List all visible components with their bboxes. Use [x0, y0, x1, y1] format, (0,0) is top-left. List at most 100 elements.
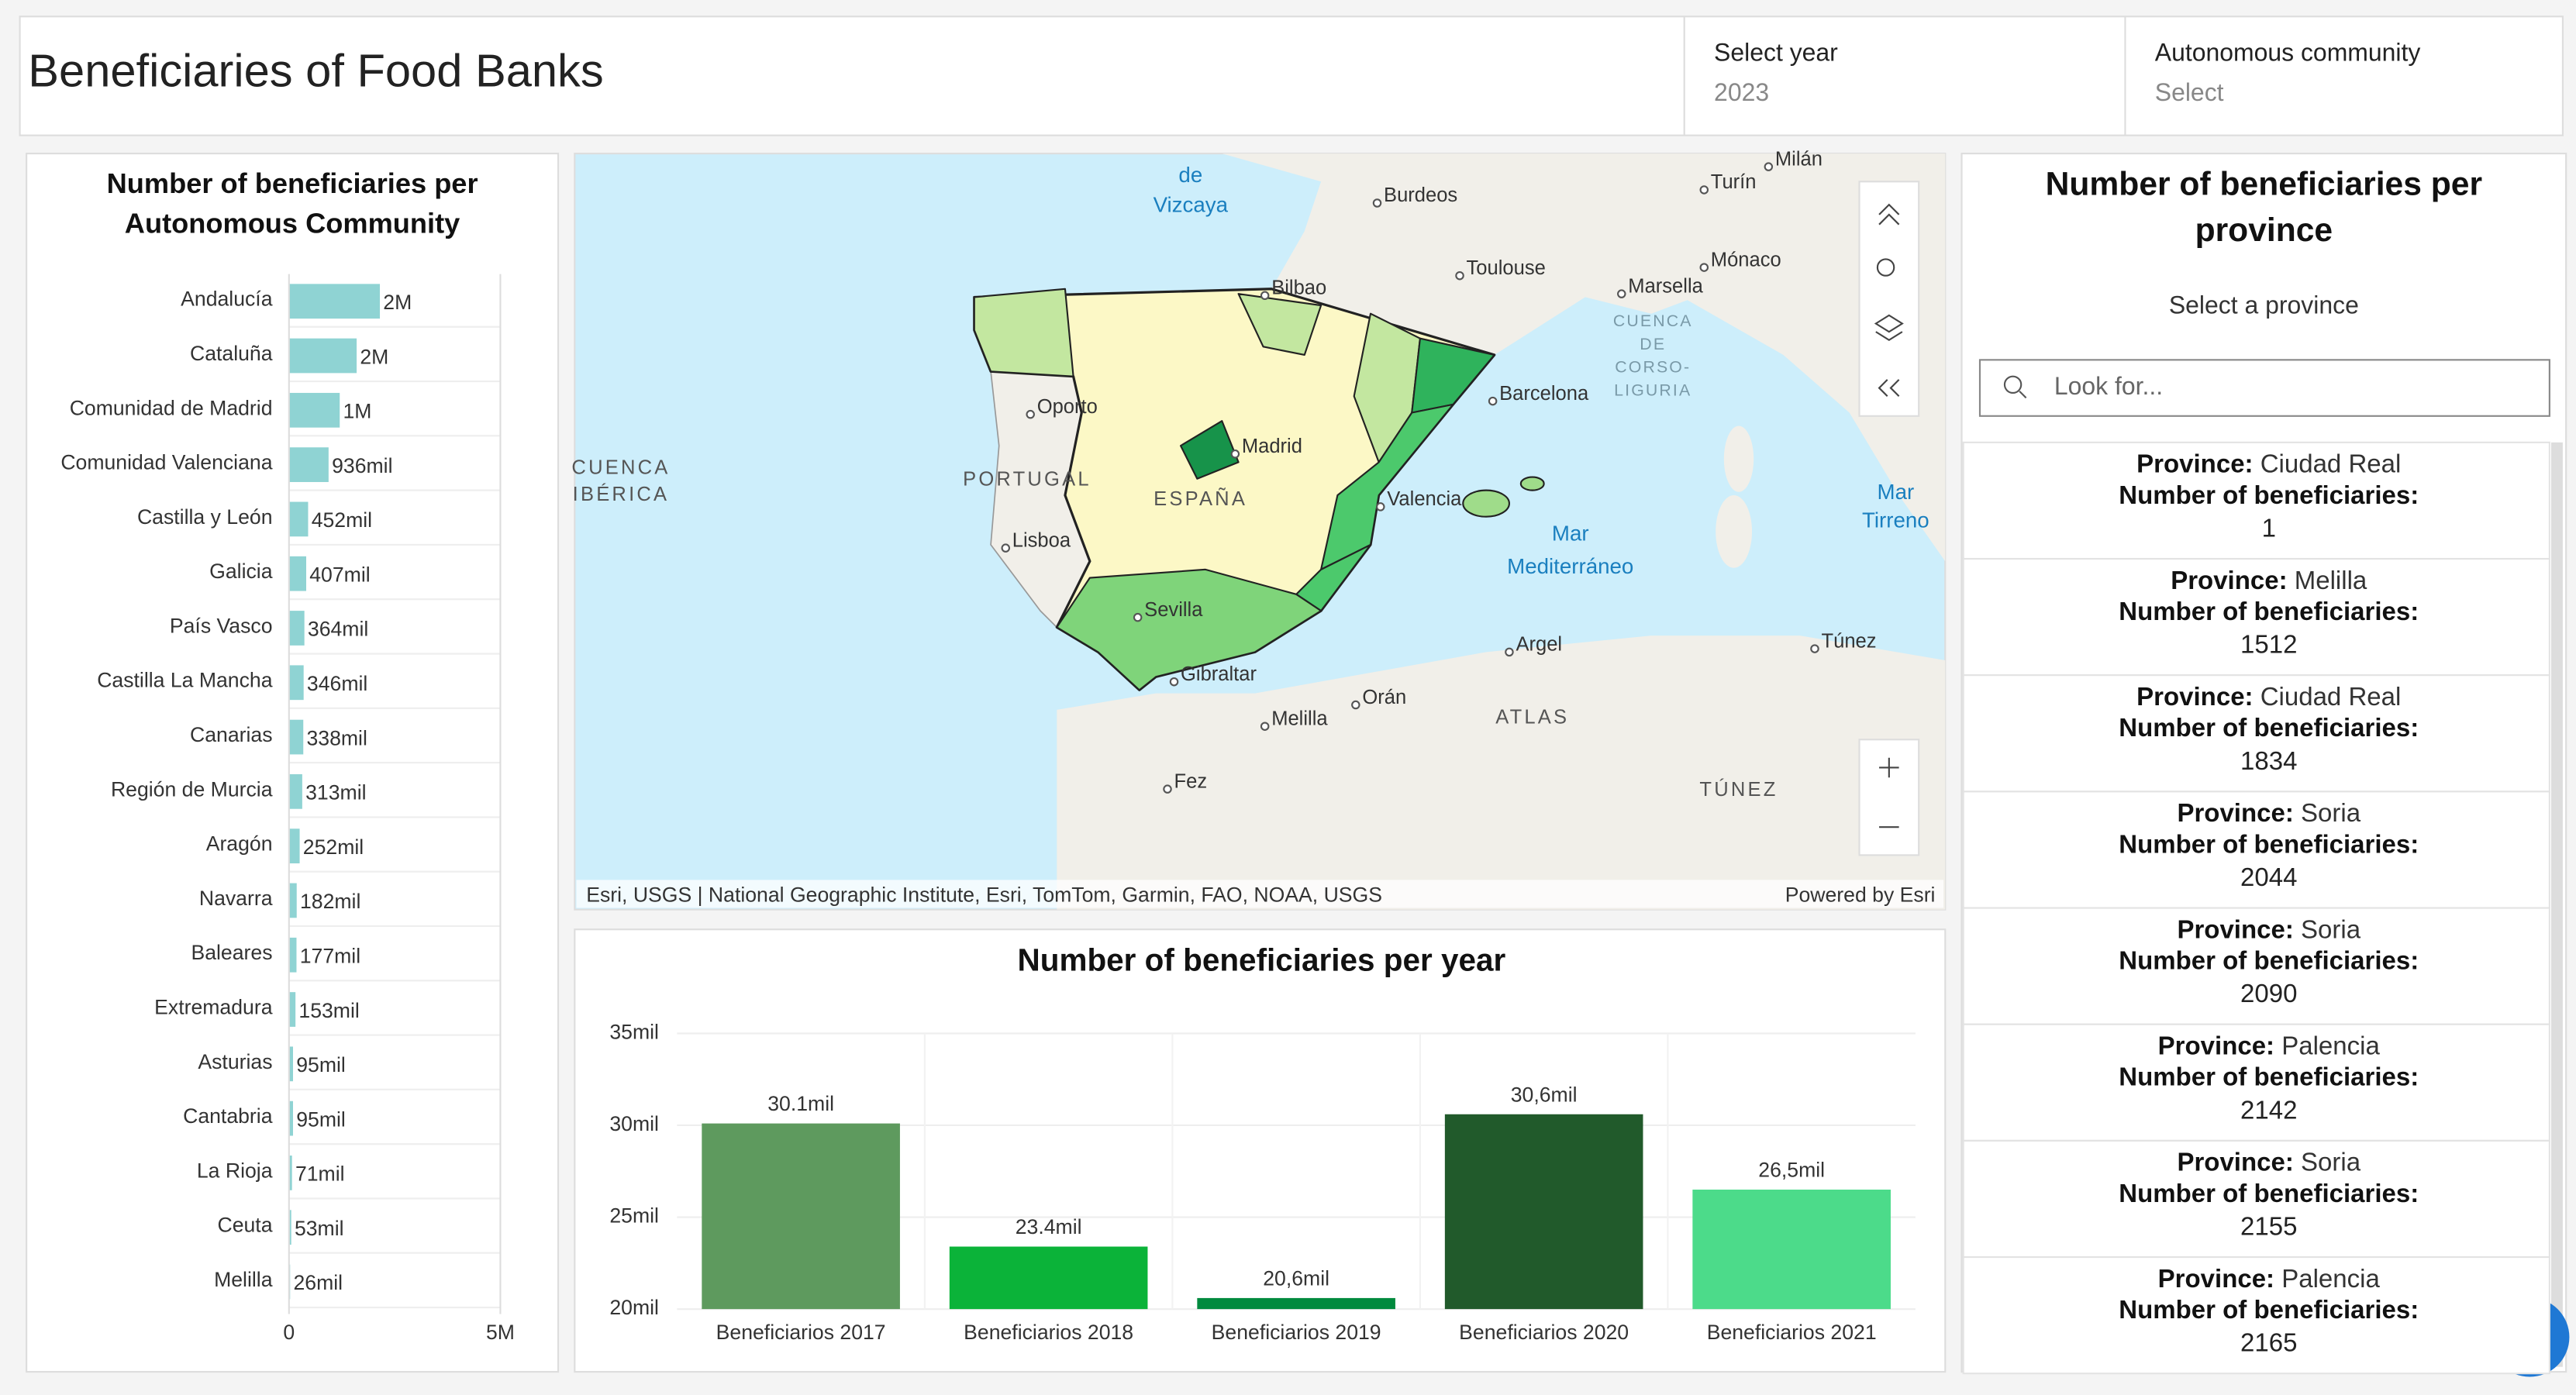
beneficiaries: 1 — [2262, 513, 2276, 542]
bar — [288, 773, 302, 809]
value-label: 30,6mil — [1511, 1083, 1578, 1106]
y-tick-label: Comunidad Valenciana — [60, 451, 272, 474]
city-dot — [1260, 722, 1270, 731]
map-label: ATLAS — [1495, 706, 1569, 728]
bar — [1692, 1189, 1891, 1310]
map-label: Valencia — [1387, 488, 1462, 510]
beneficiaries: 2044 — [2240, 863, 2297, 891]
bar — [949, 1246, 1148, 1310]
map-label: CORSO- — [1615, 358, 1691, 377]
beneficiaries: 2165 — [2240, 1328, 2297, 1357]
filter-label: Autonomous community — [2155, 39, 2421, 67]
value-label: 53mil — [295, 1217, 344, 1240]
map-label: Argel — [1516, 634, 1562, 656]
value-label: 407mil — [309, 563, 370, 586]
province-name: Ciudad Real — [2260, 449, 2402, 477]
bar — [288, 992, 296, 1027]
list-item[interactable] — [1962, 1023, 2550, 1142]
bar — [288, 447, 329, 482]
bar — [288, 937, 297, 973]
item-line: Province: Soria — [2177, 914, 2360, 943]
map-label: Melilla — [1271, 708, 1328, 729]
chart-title: Number of beneficiaries per year — [1018, 942, 1506, 978]
search-box[interactable] — [1978, 359, 2550, 417]
field-label: Number of beneficiaries: — [2119, 829, 2419, 858]
y-tick-label: Canarias — [190, 723, 273, 746]
province-name: Soria — [2301, 1147, 2361, 1176]
list-item[interactable] — [1962, 674, 2550, 793]
layers-button[interactable] — [1874, 314, 1904, 342]
beneficiaries: 2090 — [2240, 979, 2297, 1008]
powered-by: Powered by Esri — [1785, 884, 1936, 907]
map-label: PORTUGAL — [963, 469, 1091, 491]
bar — [1197, 1297, 1395, 1310]
value-label: 26mil — [293, 1271, 343, 1294]
map-label: Vizcaya — [1154, 193, 1229, 217]
city-dot — [1026, 409, 1035, 419]
zoom-in[interactable] — [1879, 757, 1899, 778]
y-tick-label: Ceuta — [217, 1214, 272, 1237]
map-label: CUENCA — [1613, 312, 1693, 330]
city-dot — [1505, 647, 1514, 657]
list-item[interactable] — [1962, 557, 2550, 677]
map-label: de — [1178, 163, 1202, 187]
page-title: Beneficiaries of Food Banks — [28, 45, 603, 97]
city-dot — [1699, 185, 1709, 195]
field-label: Province: — [2177, 914, 2293, 943]
chart-title: Number of beneficiaries per Autonomous C… — [106, 168, 478, 239]
city-dot — [1133, 612, 1143, 622]
list-item[interactable] — [1962, 441, 2550, 560]
scrollbar[interactable] — [2550, 442, 2563, 1367]
item-line: Province: Soria — [2177, 798, 2360, 827]
y-tick-label: Navarra — [199, 887, 273, 910]
map-label: Mar — [1552, 521, 1589, 545]
y-tick-label: 30mil — [609, 1112, 659, 1135]
value-label: 338mil — [307, 726, 367, 749]
y-tick-label: 20mil — [609, 1296, 659, 1319]
expand-button[interactable] — [1878, 379, 1900, 397]
y-tick-label: Cataluña — [190, 342, 273, 365]
city-dot — [1351, 700, 1360, 710]
city-dot — [1488, 396, 1498, 406]
filter-label: Select year — [1714, 39, 1838, 67]
map-label: CUENCA — [571, 457, 670, 479]
field-label: Province: — [2158, 1264, 2274, 1293]
map-label: LIGURIA — [1614, 381, 1691, 399]
value-label: 95mil — [296, 1107, 346, 1131]
map-label: Milán — [1775, 148, 1823, 170]
y-tick-label: Aragón — [206, 832, 273, 856]
bar — [288, 1210, 291, 1245]
list-item[interactable] — [1962, 790, 2550, 909]
map-label: ESPAÑA — [1154, 487, 1247, 510]
item-line: Province: Ciudad Real — [2136, 449, 2401, 477]
value-label: 452mil — [312, 508, 372, 532]
value-label: 2M — [383, 291, 412, 314]
filter-value[interactable]: 2023 — [1714, 78, 1769, 106]
map-label: IBÉRICA — [573, 483, 670, 505]
y-tick-label: Andalucía — [181, 288, 273, 311]
province-name: Palencia — [2281, 1264, 2380, 1293]
search-icon — [2003, 375, 2023, 394]
y-tick-label: Comunidad de Madrid — [70, 396, 273, 419]
search-button[interactable] — [1876, 258, 1895, 277]
map-label: Marsella — [1628, 275, 1703, 297]
beneficiaries: 1512 — [2240, 630, 2297, 659]
city-dot — [1230, 450, 1240, 459]
list-item[interactable] — [1962, 907, 2550, 1025]
y-tick-label: Galicia — [209, 560, 273, 583]
attribution: Esri, USGS | National Geographic Institu… — [586, 884, 1382, 907]
item-line: Province: Palencia — [2158, 1031, 2381, 1059]
filter-value[interactable]: Select — [2155, 78, 2224, 106]
bar — [288, 1156, 292, 1190]
list-item[interactable] — [1962, 1256, 2550, 1375]
value-label: 346mil — [307, 672, 367, 695]
field-label: Province: — [2177, 798, 2293, 827]
bar — [288, 392, 340, 428]
bar — [288, 719, 304, 755]
city-dot — [1810, 644, 1819, 653]
collapse-button[interactable] — [1878, 203, 1900, 226]
bar — [288, 883, 297, 918]
list-item[interactable] — [1962, 1139, 2550, 1259]
y-tick-label: Castilla y León — [137, 505, 273, 529]
